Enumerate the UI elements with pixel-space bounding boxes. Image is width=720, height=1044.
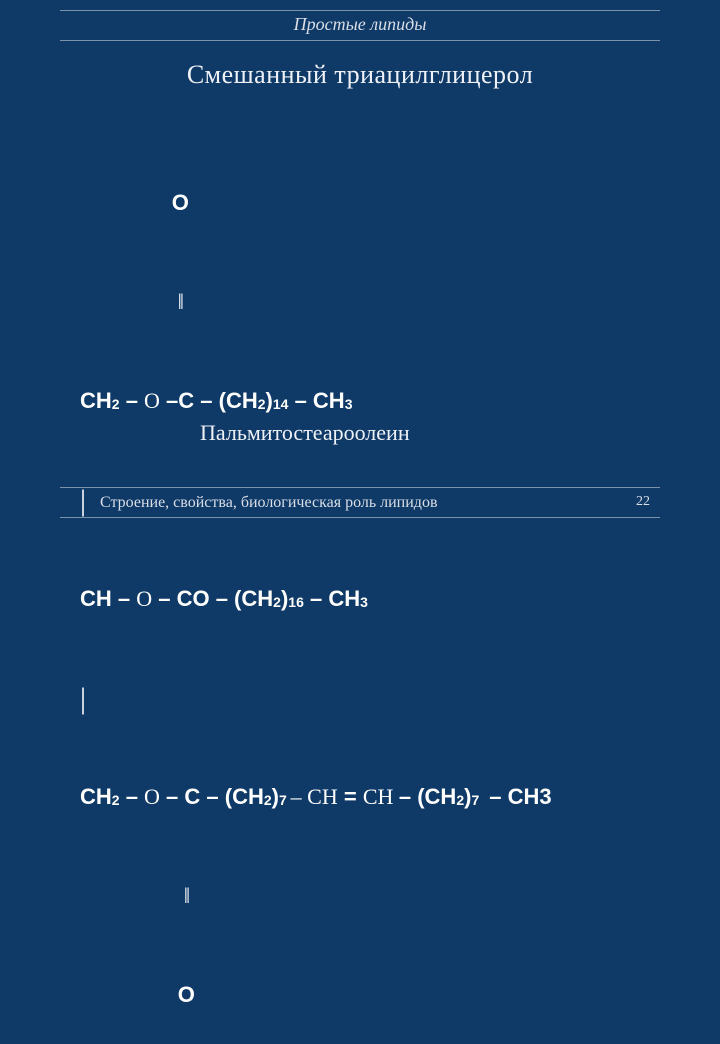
sub: 7 <box>279 792 291 808</box>
txt: – <box>112 586 136 611</box>
header-title: Простые липиды <box>0 14 720 35</box>
txt: – CO – (CH <box>152 586 273 611</box>
pad <box>80 883 184 908</box>
txt: ) <box>272 784 279 809</box>
txt: – CH <box>288 388 344 413</box>
txt: – CH <box>291 784 338 809</box>
txt: C – (CH <box>178 388 257 413</box>
sub: 2 <box>112 396 120 412</box>
formula-row-8: ‖ <box>80 879 552 912</box>
txt: – C – (CH <box>160 784 264 809</box>
txt: ) <box>281 586 288 611</box>
bond-bar: | <box>80 484 86 517</box>
pad <box>80 289 178 314</box>
double-bond: ‖ <box>184 883 190 908</box>
formula-row-3: CH2 – O –C – (CH2)14 – CH3 <box>80 384 552 417</box>
formula-row-6: | <box>80 681 552 714</box>
bond-bar: | <box>80 682 86 715</box>
txt: O <box>144 784 160 809</box>
txt: ) <box>266 388 273 413</box>
pad <box>80 982 178 1007</box>
oxygen: O <box>172 190 189 215</box>
formula-row-1: O <box>80 186 552 219</box>
formula-row-5: CH – O – CO – (CH2)16 – CH3 <box>80 582 552 615</box>
txt: ) <box>464 784 471 809</box>
txt: – <box>160 388 178 413</box>
txt: CH <box>80 586 112 611</box>
subtitle-word-2: триацилглицерол <box>334 60 533 89</box>
txt: O <box>144 388 160 413</box>
chemical-formula: O ‖ CH2 – O –C – (CH2)14 – CH3 | CH – O … <box>80 120 552 1044</box>
txt: – <box>120 388 144 413</box>
formula-row-2: ‖ <box>80 285 552 318</box>
header-rule-bottom <box>60 40 660 41</box>
footer-text: Строение, свойства, биологическая роль л… <box>100 494 438 512</box>
txt: – (CH <box>399 784 456 809</box>
footer-rule-top <box>60 487 660 488</box>
txt: CH <box>363 784 399 809</box>
txt: – CH <box>304 586 360 611</box>
oxygen: O <box>178 982 195 1007</box>
sub: 14 <box>273 396 289 412</box>
compound-name: Пальмитостеароолеин <box>200 420 410 446</box>
pad <box>80 190 172 215</box>
formula-row-7: CH2 – O – C – (CH2)7 – CH = CH – (CH2)7 … <box>80 780 552 813</box>
page-number: 22 <box>636 494 650 510</box>
sub: 2 <box>456 792 464 808</box>
subtitle-word-1: Смешанный <box>187 60 328 89</box>
txt: = <box>338 784 363 809</box>
formula-row-9: O <box>80 978 552 1011</box>
sub: 2 <box>264 792 272 808</box>
txt: O <box>136 586 152 611</box>
txt: CH <box>80 784 112 809</box>
txt: – CH3 <box>483 784 551 809</box>
txt: – <box>120 784 144 809</box>
sub: 3 <box>345 396 353 412</box>
slide-subtitle: Смешанный триацилглицерол <box>0 60 720 90</box>
sub: 2 <box>258 396 266 412</box>
sub: 7 <box>471 792 483 808</box>
sub: 3 <box>360 594 368 610</box>
sub: 16 <box>288 594 304 610</box>
txt: CH <box>80 388 112 413</box>
sub: 2 <box>112 792 120 808</box>
footer-rule-bottom <box>60 517 660 518</box>
sub: 2 <box>273 594 281 610</box>
header-rule-top <box>60 10 660 11</box>
double-bond: ‖ <box>178 289 184 314</box>
